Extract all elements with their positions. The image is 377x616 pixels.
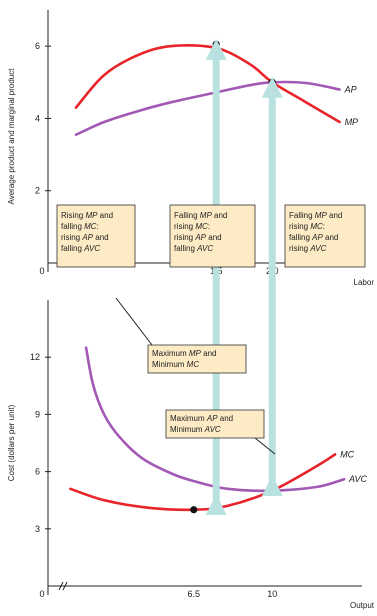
top-annotation-text-2-line: rising MC: [174, 222, 210, 231]
top-series-ap [74, 80, 341, 136]
bottom-annotation-text-2-line: Maximum AP and [170, 414, 233, 423]
bottom-series-label-mc: MC [340, 449, 354, 459]
bottom-annotation-leader-2 [254, 437, 276, 455]
top-y-tick-label: 6 [35, 41, 40, 51]
bottom-annotation-text-1-line: Minimum MC [152, 360, 199, 369]
top-annotation-text-1-line: falling AVC [61, 244, 100, 253]
bottom-point-2 [268, 487, 276, 495]
top-annotation-box-2 [169, 204, 256, 268]
top-annotation-text-1: Rising MP and falling MC: rising AP and fal… [61, 211, 113, 253]
bottom-point-1 [190, 506, 198, 514]
bottom-annotation-box-1 [147, 344, 247, 374]
bottom-series-avc [84, 346, 346, 493]
top-annotation-text-2-line: rising AP and [174, 233, 222, 242]
bottom-y-axis-title: Cost (dollars per unit) [7, 404, 16, 481]
top-annotation-text-1-line: falling MC: [61, 222, 99, 231]
top-series-label-ap: AP [344, 85, 357, 95]
bottom-annotation-box-2 [165, 409, 265, 439]
bottom-origin-label: 0 [39, 589, 44, 599]
top-y-tick-label: 2 [35, 186, 40, 196]
bottom-annotation-text-2: Maximum AP and Minimum AVC [170, 414, 233, 434]
top-annotation-text-2: Falling MP and rising MC: rising AP and fal… [174, 211, 227, 253]
bottom-annotation-leader-1 [115, 297, 153, 346]
top-origin-label: 0 [39, 266, 44, 276]
bottom-annotation-text-2-line: Minimum AVC [170, 425, 221, 434]
bottom-series-label-avc: AVC [348, 474, 368, 484]
bottom-x-tick-label: 10 [267, 589, 277, 599]
bottom-annotation-text-1: Maximum MP and Minimum MC [152, 349, 216, 369]
bottom-axis-break-mark [62, 581, 68, 591]
top-y-tick-label: 4 [35, 113, 40, 123]
overlay-arrows-and-annotations: Rising MP and falling MC: rising AP and fal… [56, 38, 366, 516]
top-annotation-text-3-line: falling AP and [289, 233, 338, 242]
top-x-axis-title: Labor [354, 278, 375, 287]
bottom-annotation-text-1-line: Maximum MP and [152, 349, 216, 358]
top-annotation-text-1-line: rising AP and [61, 233, 109, 242]
top-annotation-text-3-line: rising MC: [289, 222, 325, 231]
top-annotation-text-3-line: rising AVC [289, 244, 327, 253]
bottom-y-tick-label: 12 [30, 352, 40, 362]
top-annotation-text-3-line: Falling MP and [289, 211, 342, 220]
bottom-x-tick-label: 6.5 [188, 589, 201, 599]
top-y-axis-title: Average product and marginal product [7, 68, 16, 205]
top-point-2 [268, 78, 276, 86]
top-annotation-text-3: Falling MP and rising MC: falling AP and ri… [289, 211, 342, 253]
bottom-series-mc [69, 453, 337, 512]
top-annotation-box-3 [284, 204, 366, 268]
top-annotation-text-1-line: Rising MP and [61, 211, 113, 220]
top-annotation-box-1 [56, 204, 136, 268]
bottom-y-tick-label: 9 [35, 409, 40, 419]
top-point-1 [212, 40, 220, 48]
top-series-label-mp: MP [345, 117, 359, 127]
bottom-axis-break-mark [58, 581, 64, 591]
bottom-x-axis-title: Output [350, 601, 375, 610]
top-annotation-text-2-line: falling AVC [174, 244, 213, 253]
bottom-y-tick-label: 6 [35, 467, 40, 477]
top-annotation-text-2-line: Falling MP and [174, 211, 227, 220]
bottom-y-tick-label: 3 [35, 524, 40, 534]
